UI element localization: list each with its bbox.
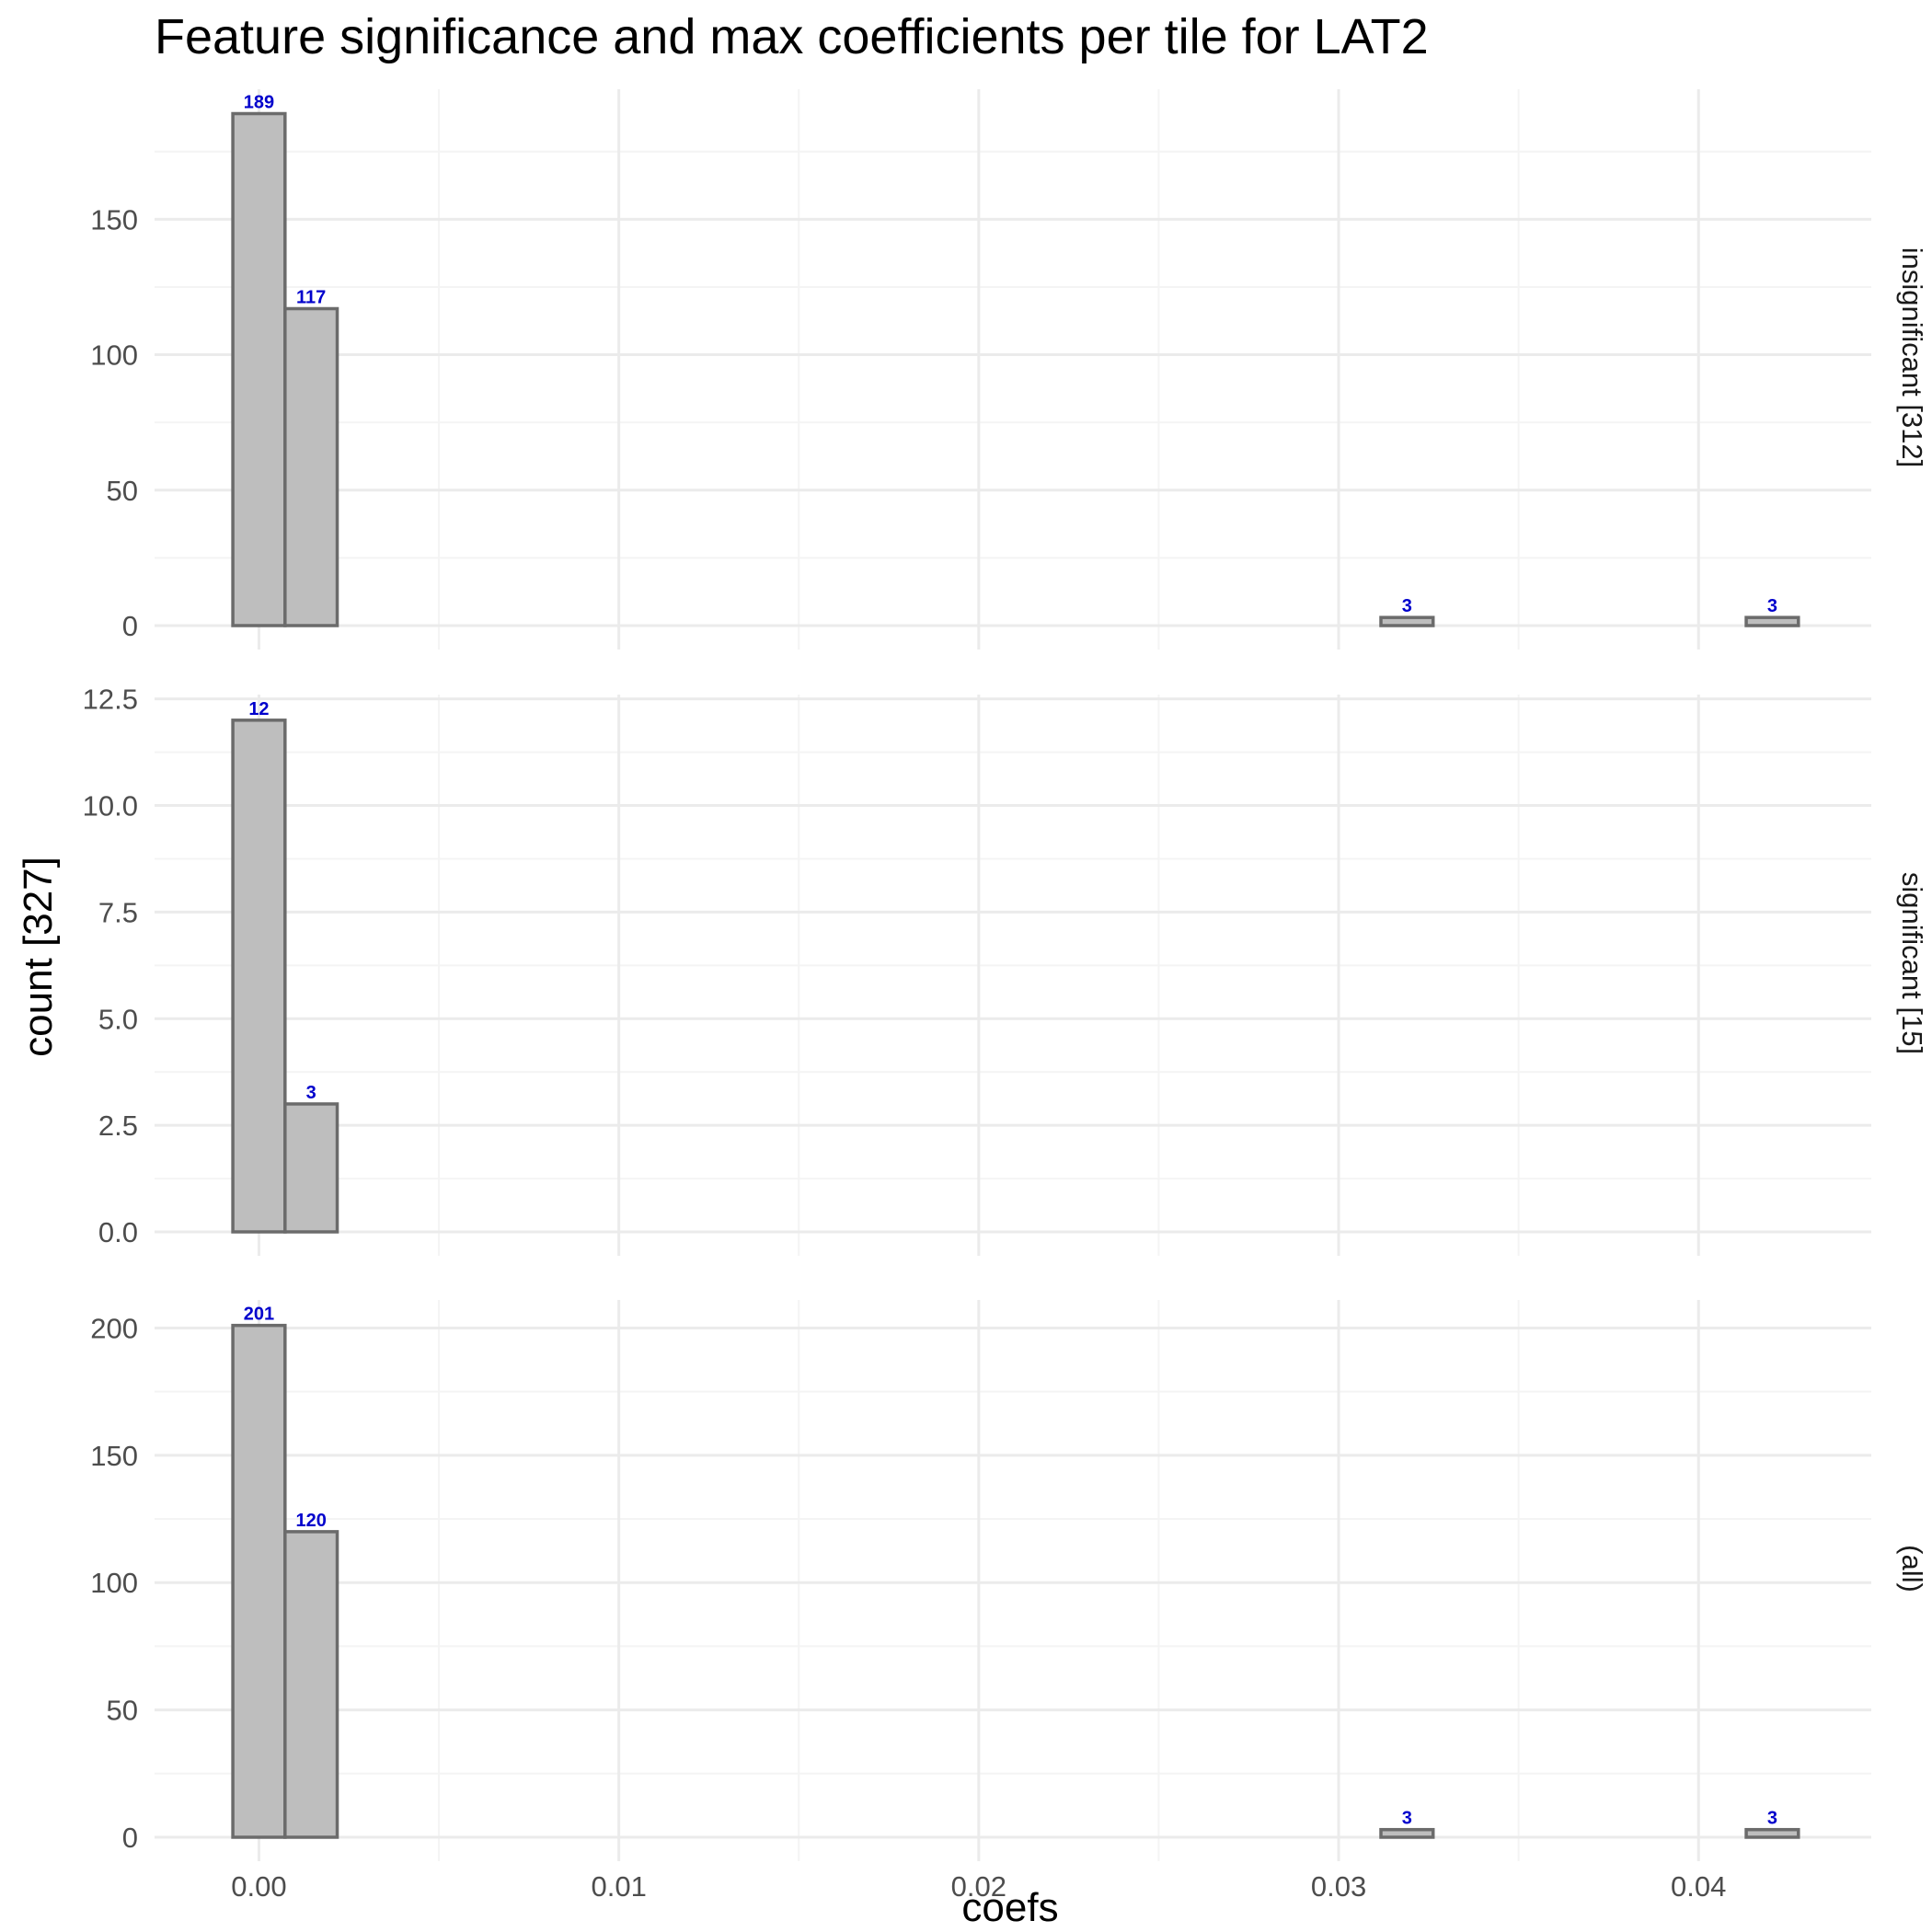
histogram-bar	[283, 1530, 339, 1839]
histogram-bar	[1379, 1827, 1435, 1839]
x-axis-title: coefs	[961, 1885, 1058, 1930]
x-tick-label: 0.04	[1671, 1870, 1726, 1903]
y-tick-label: 100	[90, 339, 138, 372]
histogram-bar	[1744, 1827, 1800, 1839]
y-tick-label: 2.5	[98, 1110, 138, 1142]
facet-panel: 0 50 100 150 200 201 120 3 3 (all)	[90, 1300, 1928, 1861]
y-axis-title: count [327]	[16, 857, 61, 1057]
y-tick-label: 5.0	[98, 1003, 138, 1035]
bar-count-label: 120	[295, 1511, 326, 1531]
bar-count-label: 3	[306, 1083, 316, 1103]
histogram-bar	[231, 1323, 287, 1839]
y-tick-label: 150	[90, 1440, 138, 1472]
histogram-bar	[283, 306, 339, 627]
histogram-bar	[1379, 615, 1435, 627]
facet-strip-label: (all)	[1896, 1545, 1928, 1593]
y-tick-label: 50	[107, 1695, 138, 1727]
x-tick-label: 0.00	[231, 1870, 286, 1903]
bar-count-label: 3	[1402, 1809, 1412, 1829]
histogram-bar	[231, 719, 287, 1234]
facet-panel: 0 50 100 150 189 117 3 3 insignificant [312]	[90, 89, 1928, 650]
y-tick-label: 200	[90, 1312, 138, 1344]
bar-count-label: 3	[1767, 1809, 1777, 1829]
bar-count-label: 3	[1767, 596, 1777, 616]
y-tick-label: 12.5	[83, 684, 138, 716]
bar-count-label: 3	[1402, 596, 1412, 616]
x-tick-label: 0.03	[1311, 1870, 1366, 1903]
y-tick-label: 0	[122, 610, 138, 642]
facet-panel: 0.0 2.5 5.0 7.5 10.0 12.5 12 3 significant [15]	[83, 684, 1928, 1256]
facet-strip-label: significant [15]	[1896, 872, 1928, 1054]
x-tick-label: 0.02	[951, 1870, 1006, 1903]
y-tick-label: 0	[122, 1822, 138, 1854]
y-tick-label: 7.5	[98, 896, 138, 928]
y-tick-label: 100	[90, 1567, 138, 1599]
bar-count-label: 189	[244, 93, 274, 113]
bar-count-label: 117	[296, 288, 326, 308]
facet-panels: 0 50 100 150 189 117 3 3 insignificant [312] 0.0 2…	[83, 89, 1928, 1861]
y-tick-label: 0.0	[98, 1216, 138, 1248]
bar-count-label: 12	[248, 699, 269, 719]
chart-title: Feature significance and max coefficient…	[155, 9, 1429, 64]
x-axis: 0.00 0.01 0.02 0.03 0.04	[231, 1870, 1726, 1903]
histogram-bar	[1744, 615, 1800, 627]
y-tick-label: 50	[107, 475, 138, 507]
y-tick-label: 150	[90, 203, 138, 236]
bar-count-label: 201	[244, 1305, 274, 1325]
facet-strip-label: insignificant [312]	[1896, 247, 1928, 468]
y-tick-label: 10.0	[83, 790, 138, 822]
histogram-bar	[283, 1102, 339, 1234]
histogram-bar	[231, 111, 287, 627]
x-tick-label: 0.01	[591, 1870, 646, 1903]
